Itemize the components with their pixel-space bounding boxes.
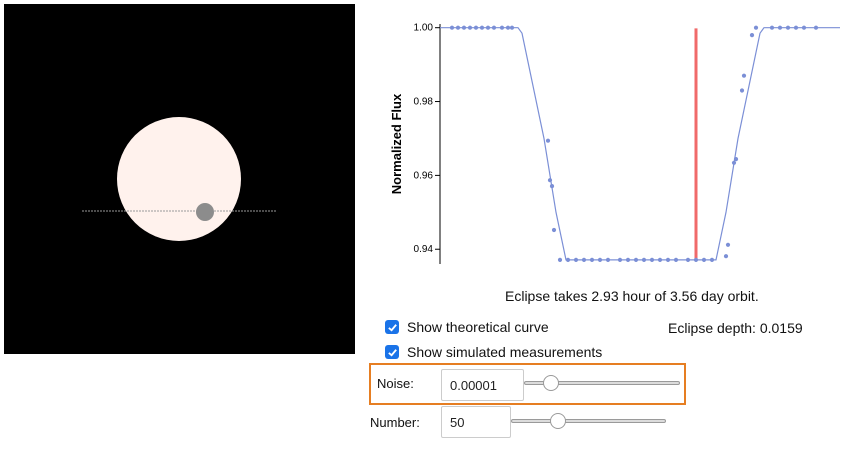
measurement-point — [769, 25, 775, 30]
measurement-point — [813, 25, 819, 30]
measurement-point — [665, 257, 671, 262]
measurement-point — [617, 257, 623, 262]
noise-label: Noise: — [377, 376, 414, 391]
y-tick-label: 1.00 — [414, 23, 434, 34]
measurement-point — [739, 88, 745, 93]
show-simulated-toggle[interactable]: Show simulated measurements — [385, 344, 602, 360]
measurement-point — [545, 138, 551, 143]
measurement-point — [723, 254, 729, 259]
measurement-point — [641, 257, 647, 262]
measurement-point — [785, 25, 791, 30]
measurement-point — [693, 257, 699, 262]
eclipse-summary: Eclipse takes 2.93 hour of 3.56 day orbi… — [505, 288, 759, 304]
measurement-point — [597, 257, 603, 262]
number-slider-thumb[interactable] — [549, 413, 566, 429]
planet[interactable] — [196, 203, 214, 221]
measurement-point — [505, 25, 511, 30]
measurement-point — [589, 257, 595, 262]
star-planet-view — [4, 4, 355, 354]
measurement-point — [801, 25, 807, 30]
measurement-point — [491, 25, 497, 30]
measurement-point — [625, 257, 631, 262]
measurement-point — [509, 25, 515, 30]
number-slider[interactable] — [511, 413, 666, 429]
measurement-point — [673, 257, 679, 262]
y-axis-label: Normalized Flux — [389, 93, 404, 194]
y-tick-label: 0.96 — [414, 170, 434, 181]
measurement-point — [581, 257, 587, 262]
y-tick-label: 0.98 — [414, 97, 434, 108]
measurement-point — [547, 178, 553, 183]
measurement-point — [701, 257, 707, 262]
check-icon — [387, 348, 397, 357]
checkbox-simulated[interactable] — [385, 345, 399, 359]
simulation-canvas — [4, 4, 355, 354]
number-label: Number: — [370, 415, 420, 430]
measurement-point — [549, 184, 555, 189]
measurement-point — [455, 25, 461, 30]
light-curve-svg: 1.00 0.98 0.96 0.94 Normalized Flux — [389, 23, 840, 264]
measurement-point — [485, 25, 491, 30]
measurement-point — [709, 257, 715, 262]
measurement-point — [749, 33, 755, 38]
measurement-point — [449, 25, 455, 30]
show-simulated-label: Show simulated measurements — [407, 344, 603, 360]
measurement-point — [573, 257, 579, 262]
checkbox-theoretical[interactable] — [385, 320, 399, 334]
measurement-point — [657, 257, 663, 262]
measurement-point — [649, 257, 655, 262]
check-icon — [387, 323, 397, 332]
noise-slider-thumb[interactable] — [543, 375, 560, 391]
measurement-point — [733, 157, 739, 162]
star — [117, 117, 241, 241]
measurement-point — [741, 73, 747, 78]
show-theoretical-label: Show theoretical curve — [407, 319, 549, 335]
measurement-point — [685, 257, 691, 262]
measurement-point — [461, 25, 467, 30]
measurement-point — [467, 25, 473, 30]
measurement-point — [725, 242, 731, 247]
measurement-point — [565, 257, 571, 262]
measurement-point — [793, 25, 799, 30]
measurement-point — [633, 257, 639, 262]
y-tick-label: 0.94 — [414, 244, 434, 255]
noise-slider[interactable] — [524, 375, 680, 391]
measurement-point — [605, 257, 611, 262]
measurement-point — [753, 25, 759, 30]
light-curve-chart: 1.00 0.98 0.96 0.94 Normalized Flux — [385, 4, 850, 279]
eclipse-depth: Eclipse depth: 0.0159 — [668, 320, 803, 336]
noise-input[interactable] — [441, 369, 524, 401]
measurement-point — [479, 25, 485, 30]
measurement-point — [557, 257, 563, 262]
measurement-point — [473, 25, 479, 30]
measurement-point — [499, 25, 505, 30]
theoretical-curve — [440, 27, 840, 261]
noise-highlight-box — [369, 363, 686, 405]
measurement-point — [777, 25, 783, 30]
number-input[interactable] — [441, 406, 511, 438]
show-theoretical-toggle[interactable]: Show theoretical curve — [385, 319, 549, 335]
measurement-point — [551, 227, 557, 233]
measurement-point — [731, 160, 737, 165]
